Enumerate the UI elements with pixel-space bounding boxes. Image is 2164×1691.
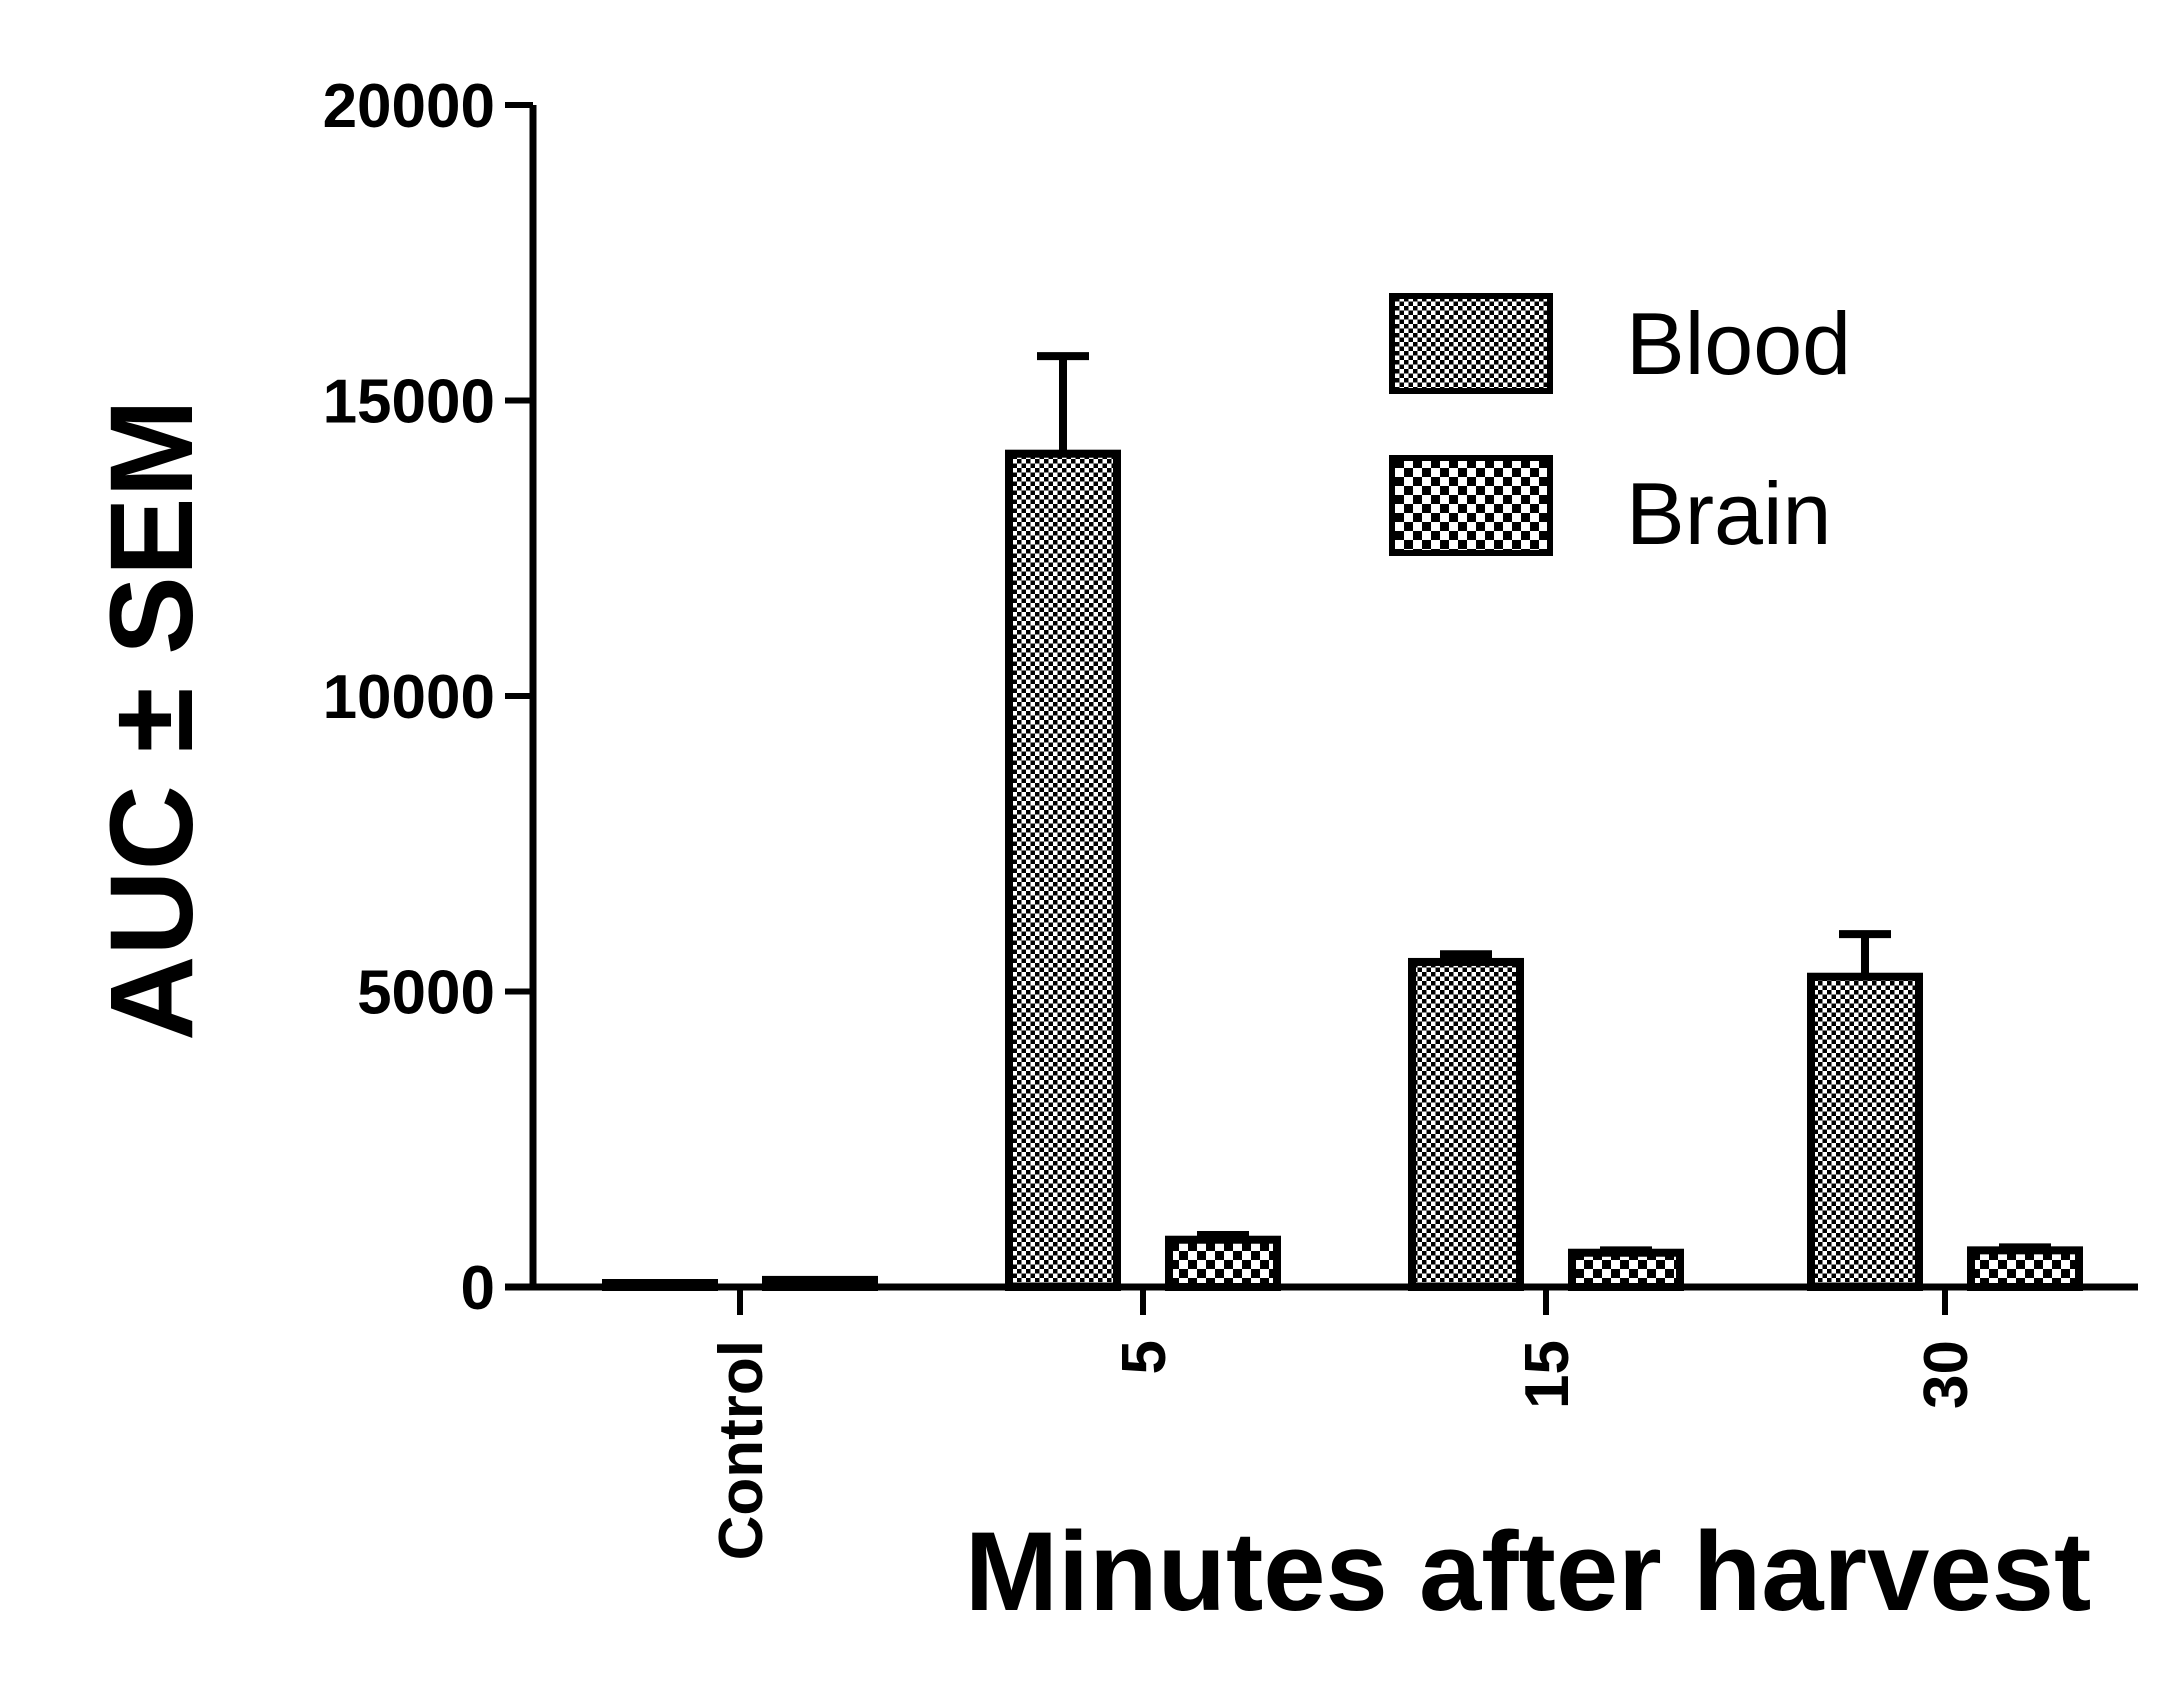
- x-tick-label: 30: [1912, 1340, 1981, 1409]
- bars: [602, 449, 2083, 1292]
- bar-blood-5: [1005, 449, 1121, 1291]
- bar-brain-5: [1165, 1235, 1281, 1291]
- x-ticks: Control 5 15 30: [707, 1287, 1981, 1560]
- y-tick-label: 10000: [323, 663, 495, 732]
- x-tick-label: 15: [1513, 1340, 1582, 1409]
- legend-swatch-brain: [1389, 455, 1553, 556]
- y-axis-title: AUC ± SEM: [86, 399, 218, 1041]
- bar-brain-30: [1967, 1246, 2083, 1292]
- error-bars: [1037, 352, 2051, 1255]
- x-tick-label: 5: [1110, 1340, 1179, 1374]
- bar-blood-30: [1807, 972, 1923, 1291]
- bar-brain-15: [1568, 1248, 1684, 1292]
- x-axis-title: Minutes after harvest: [965, 1509, 2092, 1634]
- legend: Blood Brain: [1389, 293, 1851, 563]
- y-tick-label: 0: [461, 1254, 495, 1323]
- legend-label-blood: Blood: [1626, 294, 1851, 393]
- legend-swatch-blood: [1389, 293, 1553, 394]
- y-tick-label: 5000: [357, 959, 495, 1028]
- legend-label-brain: Brain: [1626, 464, 1831, 563]
- y-ticks: 0 5000 10000 15000 20000: [323, 72, 533, 1323]
- y-tick-label: 20000: [323, 72, 495, 141]
- x-tick-label: Control: [707, 1340, 776, 1560]
- bar-blood-15: [1408, 957, 1524, 1291]
- y-tick-label: 15000: [323, 368, 495, 437]
